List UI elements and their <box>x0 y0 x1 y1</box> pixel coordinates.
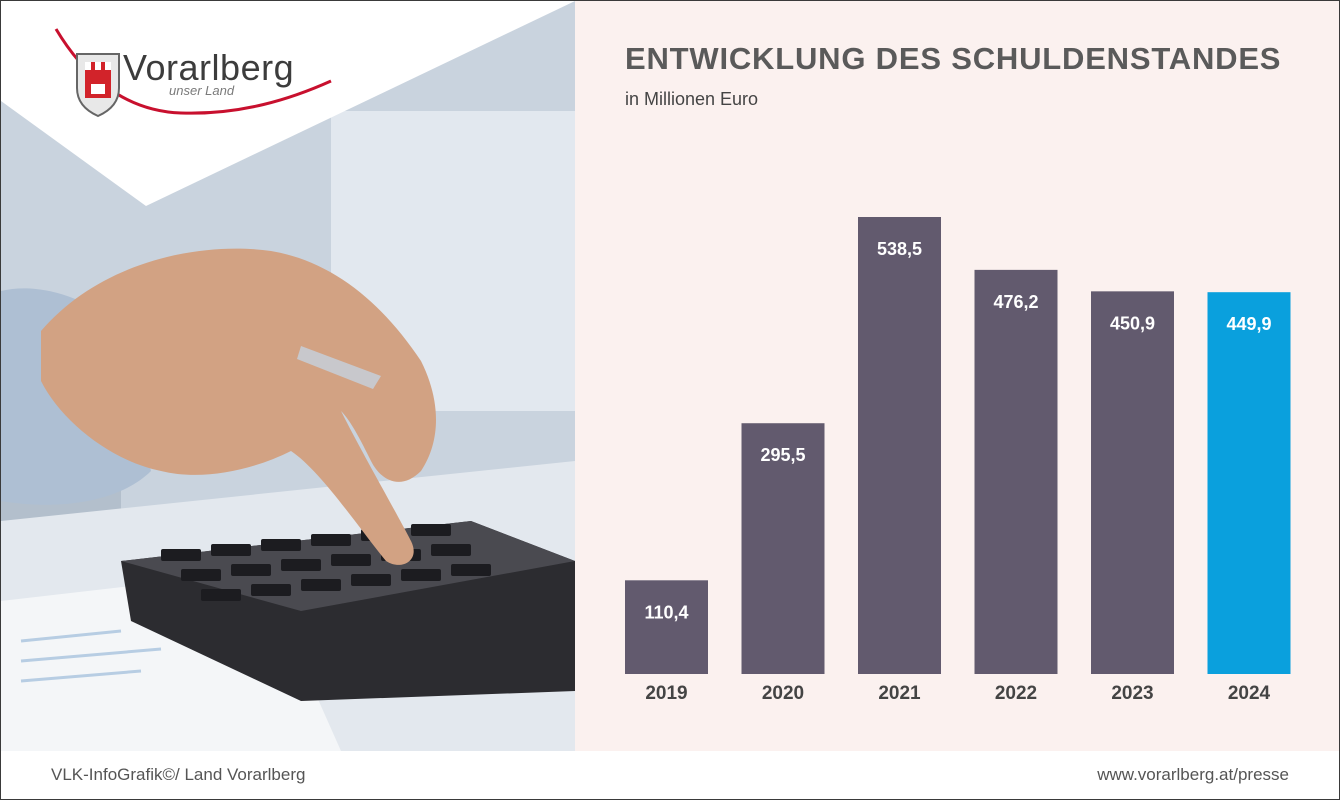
logo-title: Vorarlberg <box>123 47 295 88</box>
x-tick-label-2019: 2019 <box>645 683 687 704</box>
bar-2024 <box>1207 292 1291 674</box>
footer-url[interactable]: www.vorarlberg.at/presse <box>1097 765 1289 784</box>
chart-panel: ENTWICKLUNG DES SCHULDENSTANDES in Milli… <box>575 1 1339 751</box>
data-label-2019: 110,4 <box>644 602 688 622</box>
bar-2023 <box>1091 291 1174 674</box>
x-tick-label-2020: 2020 <box>762 683 804 704</box>
footer: VLK-InfoGrafik©/ Land Vorarlberg www.vor… <box>1 751 1339 799</box>
logo <box>51 21 341 121</box>
chart-subtitle: in Millionen Euro <box>625 89 759 109</box>
x-tick-label-2024: 2024 <box>1228 683 1271 704</box>
data-label-2020: 295,5 <box>760 445 805 465</box>
bar-2020 <box>741 423 825 674</box>
footer-credit: VLK-InfoGrafik©/ Land Vorarlberg <box>51 765 306 784</box>
coat-of-arms-icon <box>76 53 120 118</box>
data-label-2023: 450,9 <box>1110 313 1155 333</box>
logo-tagline: unser Land <box>169 83 235 98</box>
chart-title: ENTWICKLUNG DES SCHULDENSTANDES <box>625 41 1282 76</box>
bar-2021 <box>858 217 941 674</box>
calculator-photo: Vorarlberg unser Land <box>1 1 575 751</box>
x-tick-label-2022: 2022 <box>995 683 1037 704</box>
bar-2019 <box>625 580 708 674</box>
data-label-2024: 449,9 <box>1226 314 1271 334</box>
data-label-2021: 538,5 <box>877 239 922 259</box>
bar-2022 <box>974 269 1058 674</box>
bar-chart: 110,4 2019 295,5 2020 538,5 2021 476,2 2022 450,… <box>625 217 1291 704</box>
data-label-2022: 476,2 <box>993 292 1038 312</box>
x-tick-label-2021: 2021 <box>878 683 921 704</box>
x-tick-label-2023: 2023 <box>1111 683 1153 704</box>
